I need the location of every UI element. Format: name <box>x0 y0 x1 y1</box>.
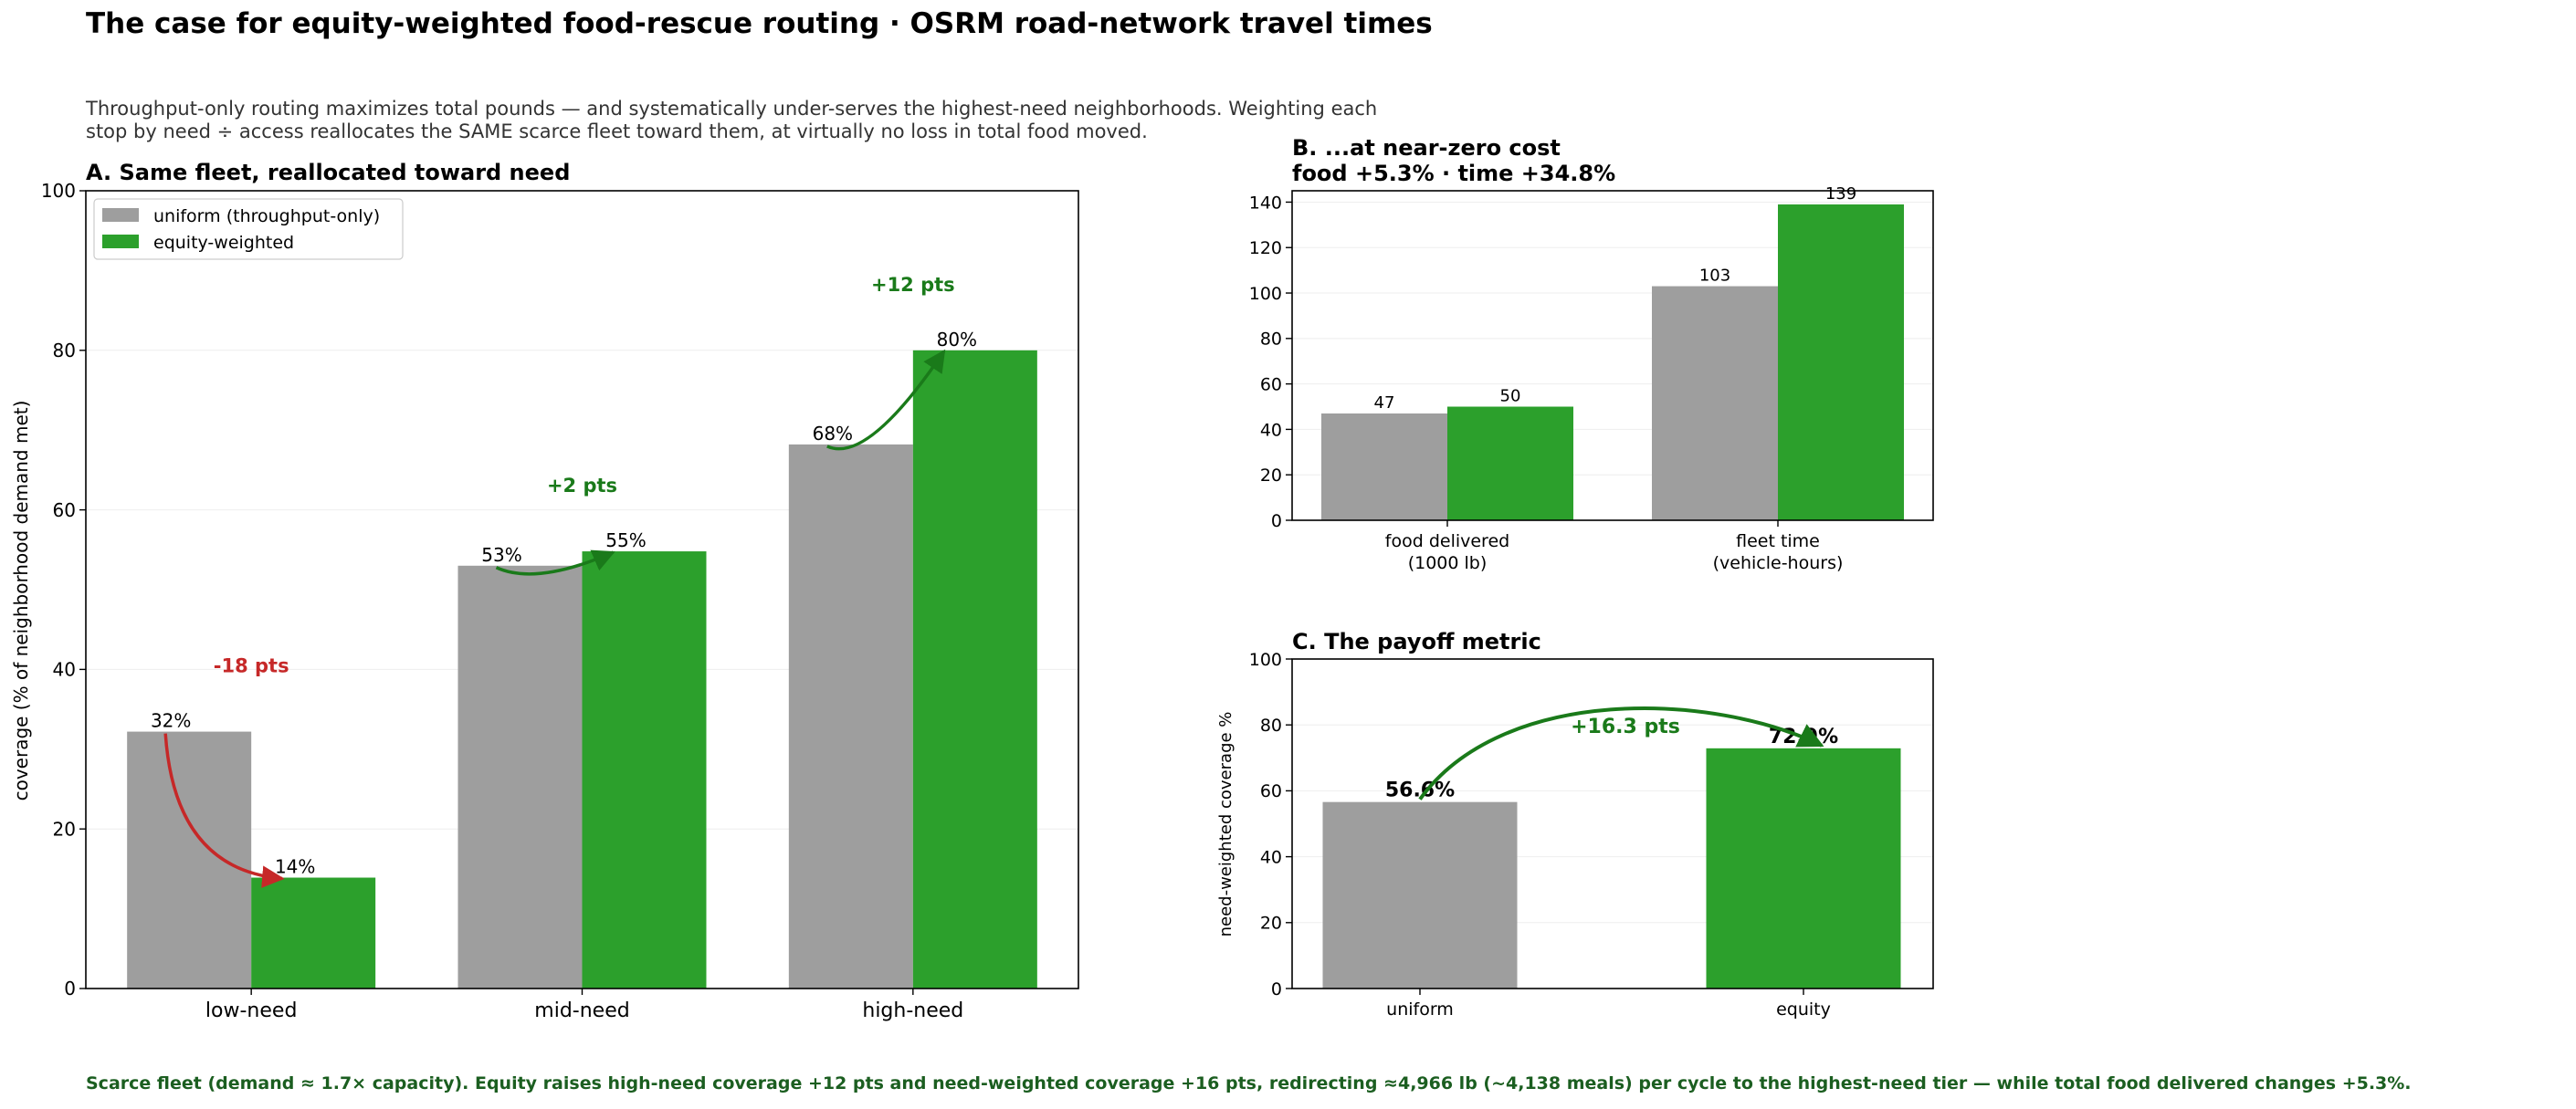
panel-c-payoff: C. The payoff metric need-weighted cover… <box>1216 629 1934 1020</box>
bar-c-equity <box>1706 748 1901 989</box>
bar-b-1-uniform <box>1652 286 1778 520</box>
bar-label-b-0-uniform: 47 <box>1374 393 1395 413</box>
bar-label-a-high-need-uniform: 68% <box>813 423 853 445</box>
ytick-label-B-140: 140 <box>1249 193 1282 213</box>
change-label-a-high-need: +12 pts <box>871 274 955 296</box>
xtick-label-c-equity: equity <box>1776 999 1831 1020</box>
panel-c-ylabel: need-weighted coverage % <box>1216 712 1235 937</box>
legend-label-uniform: uniform (throughput-only) <box>153 206 380 226</box>
bar-b-0-uniform <box>1321 413 1447 520</box>
xtick-label-b-1-0: fleet time <box>1736 531 1820 551</box>
footer-note: Scarce fleet (demand ≈ 1.7× capacity). E… <box>86 1073 2412 1093</box>
ytick-label-B-100: 100 <box>1249 284 1282 304</box>
payoff-arrow <box>1418 706 1824 800</box>
xtick-label-a-mid-need: mid-need <box>534 999 629 1022</box>
bar-label-b-1-uniform: 103 <box>1699 267 1730 286</box>
bar-label-b-0-equity: 50 <box>1500 387 1521 406</box>
ytick-label-A-0: 0 <box>64 978 76 999</box>
panel-a-legend: uniform (throughput-only) equity-weighte… <box>93 198 404 260</box>
panel-a-coverage-by-need: A. Same fleet, reallocated toward need c… <box>10 160 1079 1022</box>
ytick-label-B-60: 60 <box>1260 374 1282 394</box>
bar-label-b-1-equity: 139 <box>1825 184 1856 204</box>
bar-label-a-low-need-uniform: 32% <box>151 710 191 732</box>
xtick-label-b-0-0: food delivered <box>1385 531 1509 551</box>
xtick-label-b-0-1: (1000 lb) <box>1408 553 1488 573</box>
ytick-label-B-40: 40 <box>1260 420 1282 440</box>
bar-c-uniform <box>1322 801 1518 989</box>
bar-a-mid-need-uniform <box>457 565 583 989</box>
ytick-label-C-40: 40 <box>1260 847 1282 867</box>
legend-swatch-uniform <box>102 208 139 222</box>
ytick-label-A-40: 40 <box>53 659 76 681</box>
legend-label-equity: equity-weighted <box>153 233 294 253</box>
xtick-label-b-1-1: (vehicle-hours) <box>1713 553 1844 573</box>
ytick-label-C-20: 20 <box>1260 914 1282 934</box>
ytick-label-C-100: 100 <box>1249 650 1282 670</box>
bar-label-a-mid-need-uniform: 53% <box>481 544 521 566</box>
panel-a-frame <box>85 190 1079 989</box>
bar-label-a-high-need-equity: 80% <box>937 329 977 350</box>
ytick-label-C-0: 0 <box>1271 979 1282 999</box>
xtick-label-c-uniform: uniform <box>1386 999 1454 1020</box>
ytick-label-A-100: 100 <box>41 180 76 202</box>
change-label-a-low-need: -18 pts <box>214 655 289 677</box>
change-arrow-a-mid-need <box>495 549 615 576</box>
ytick-label-C-80: 80 <box>1260 716 1282 736</box>
change-arrow-a-low-need <box>163 733 285 888</box>
page-subtitle: Throughput-only routing maximizes total … <box>86 98 1510 143</box>
panel-c-frame <box>1291 658 1934 989</box>
bar-a-low-need-uniform <box>127 731 252 989</box>
xtick-label-a-high-need: high-need <box>862 999 963 1022</box>
bar-a-high-need-uniform <box>788 444 913 989</box>
ytick-label-B-20: 20 <box>1260 466 1282 486</box>
subtitle-line-2: stop by need ÷ access reallocates the SA… <box>86 120 1148 142</box>
ytick-label-A-20: 20 <box>53 818 76 840</box>
bar-a-high-need-equity <box>912 350 1037 989</box>
page-title: The case for equity-weighted food-rescue… <box>86 7 1433 40</box>
panel-b-cost: B. ...at near-zero cost food +5.3% · tim… <box>1249 135 1934 573</box>
bar-b-1-equity <box>1778 204 1904 520</box>
panel-b-frame <box>1291 190 1934 521</box>
ytick-label-B-120: 120 <box>1249 238 1282 258</box>
panel-a-title: A. Same fleet, reallocated toward need <box>86 160 570 185</box>
bar-label-a-low-need-equity: 14% <box>275 856 315 878</box>
ytick-label-A-60: 60 <box>53 499 76 521</box>
change-label-a-mid-need: +2 pts <box>547 475 617 497</box>
subtitle-line-1: Throughput-only routing maximizes total … <box>86 98 1378 120</box>
payoff-annotation: +16.3 pts <box>1571 716 1680 738</box>
bar-a-mid-need-equity <box>582 551 707 989</box>
legend-swatch-equity <box>102 235 139 248</box>
change-arrow-a-high-need <box>826 349 946 451</box>
panel-a-ylabel: coverage (% of neighborhood demand met) <box>10 401 32 801</box>
ytick-label-B-80: 80 <box>1260 330 1282 350</box>
bar-label-a-mid-need-equity: 55% <box>605 529 646 551</box>
panel-b-title: B. ...at near-zero cost <box>1292 135 1561 161</box>
xtick-label-a-low-need: low-need <box>205 999 297 1022</box>
bar-b-0-equity <box>1447 406 1573 520</box>
ytick-label-B-0: 0 <box>1271 511 1282 531</box>
panel-b-title-line2: food +5.3% · time +34.8% <box>1292 161 1615 186</box>
legend-box <box>93 198 404 260</box>
panel-c-title: C. The payoff metric <box>1292 629 1541 654</box>
ytick-label-A-80: 80 <box>53 340 76 361</box>
ytick-label-C-60: 60 <box>1260 781 1282 801</box>
bar-a-low-need-equity <box>251 877 376 989</box>
